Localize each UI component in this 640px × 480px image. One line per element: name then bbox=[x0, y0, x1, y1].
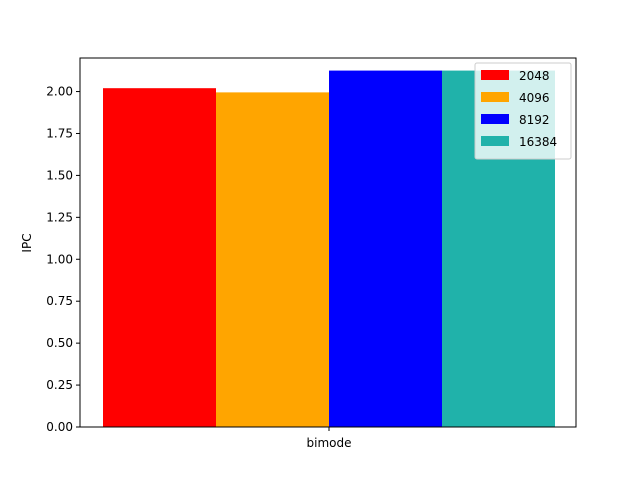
y-tick-label: 1.50 bbox=[46, 168, 73, 182]
legend-label-2048: 2048 bbox=[519, 69, 550, 83]
y-tick-label: 0.50 bbox=[46, 336, 73, 350]
bar-4096-bimode bbox=[216, 92, 329, 427]
y-tick-label: 1.00 bbox=[46, 252, 73, 266]
legend-box bbox=[474, 62, 572, 160]
legend-swatch-2048 bbox=[481, 70, 509, 80]
y-axis-label: IPC bbox=[20, 233, 34, 252]
bar-8192-bimode bbox=[329, 70, 442, 427]
bar-2048-bimode bbox=[103, 88, 216, 427]
y-tick-label: 0.00 bbox=[46, 420, 73, 434]
y-axis-ticks: 0.00 0.25 0.50 0.75 1.00 1.25 1.50 1.75 2.00 bbox=[46, 85, 80, 434]
legend-swatch-8192 bbox=[481, 114, 509, 124]
y-tick-label: 0.25 bbox=[46, 378, 73, 392]
legend-swatch-16384 bbox=[481, 136, 509, 146]
bars-group bbox=[103, 70, 555, 427]
legend-label-4096: 4096 bbox=[519, 91, 550, 105]
legend-label-16384: 16384 bbox=[519, 135, 557, 149]
legend-swatch-4096 bbox=[481, 92, 509, 102]
x-tick-label: bimode bbox=[307, 436, 352, 450]
y-tick-label: 1.25 bbox=[46, 210, 73, 224]
plot-frame bbox=[79, 57, 577, 428]
y-tick-label: 2.00 bbox=[46, 85, 73, 99]
y-tick-label: 0.75 bbox=[46, 294, 73, 308]
y-tick-label: 1.75 bbox=[46, 126, 73, 140]
legend-label-8192: 8192 bbox=[519, 113, 550, 127]
legend: 2048 4096 8192 16384 bbox=[474, 62, 572, 160]
x-axis-ticks: bimode bbox=[307, 427, 352, 450]
